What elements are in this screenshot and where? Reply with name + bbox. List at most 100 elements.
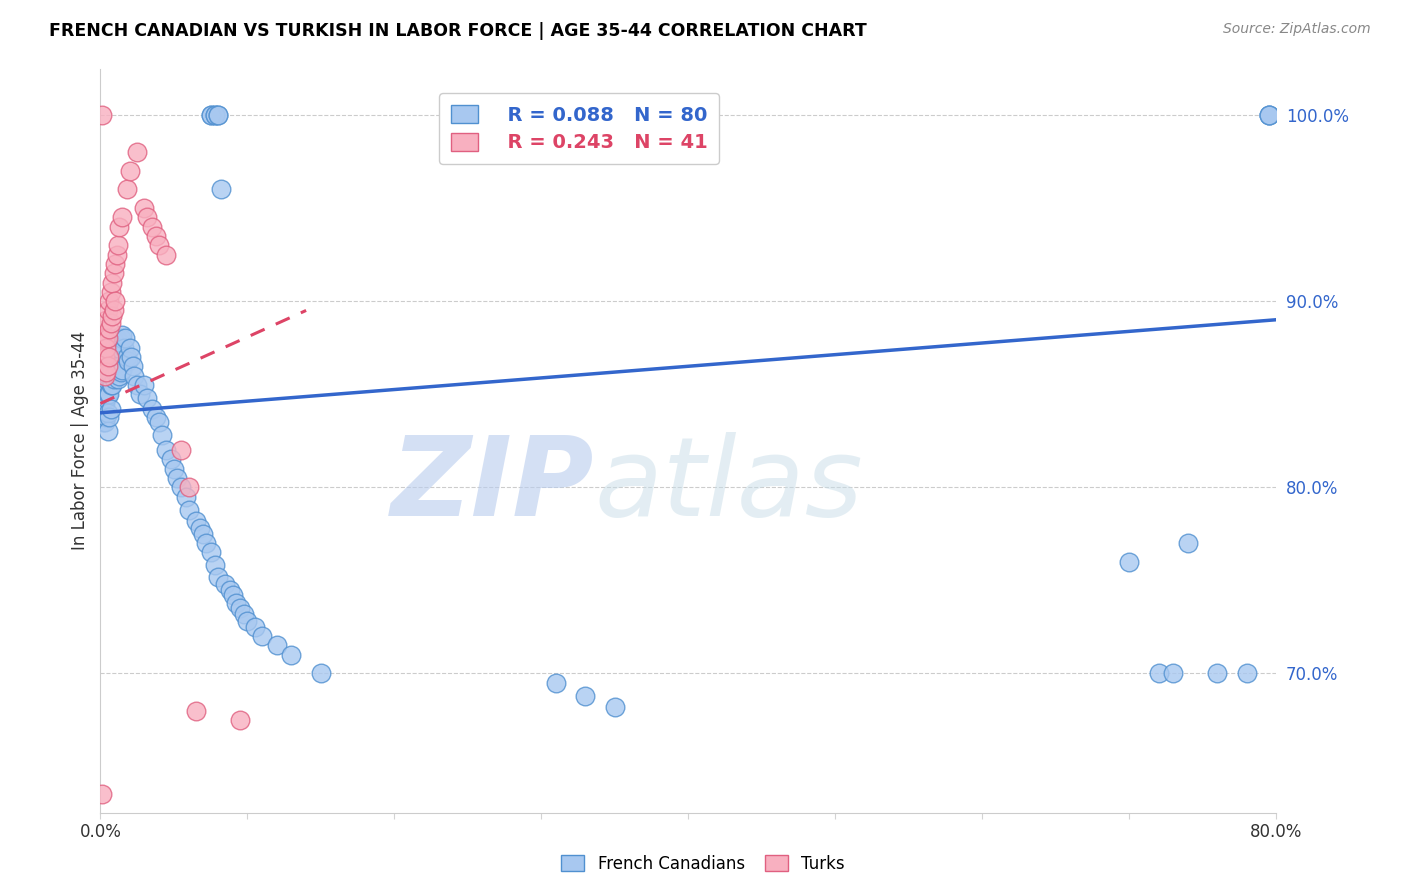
Point [129, 387, 152, 401]
Point [100, 285, 122, 299]
Point [574, 689, 596, 703]
Point [96, 365, 118, 379]
Point [145, 409, 167, 424]
Text: atlas: atlas [595, 432, 863, 539]
Point [243, 620, 266, 634]
Point [1236, 666, 1258, 681]
Point [200, 545, 222, 559]
Point [101, 309, 124, 323]
Point [96, 409, 118, 424]
Point [200, 108, 222, 122]
Point [115, 182, 138, 196]
Point [98, 322, 121, 336]
Point [101, 350, 124, 364]
Point [110, 331, 132, 345]
Point [104, 334, 127, 349]
Point [233, 607, 256, 621]
Point [122, 368, 145, 383]
Point [90, 787, 112, 801]
Point [101, 377, 124, 392]
Point [100, 377, 122, 392]
Point [148, 415, 170, 429]
Point [225, 596, 247, 610]
Point [207, 108, 229, 122]
Point [166, 471, 188, 485]
Point [100, 317, 122, 331]
Point [163, 461, 186, 475]
Point [1257, 108, 1279, 122]
Point [107, 238, 129, 252]
Point [111, 363, 134, 377]
Point [98, 365, 121, 379]
Point [148, 238, 170, 252]
Point [105, 247, 128, 261]
Point [104, 365, 127, 379]
Point [188, 521, 211, 535]
Point [105, 331, 128, 345]
Point [104, 294, 127, 309]
Text: ZIP: ZIP [391, 432, 595, 539]
Point [101, 276, 124, 290]
Point [94, 368, 117, 383]
Point [120, 350, 142, 364]
Point [97, 425, 120, 439]
Point [229, 713, 252, 727]
Point [96, 391, 118, 405]
Point [177, 502, 200, 516]
Point [114, 331, 136, 345]
Point [207, 108, 229, 122]
Point [204, 108, 226, 122]
Point [184, 514, 207, 528]
Point [155, 443, 177, 458]
Point [90, 406, 112, 420]
Point [177, 480, 200, 494]
Point [110, 365, 132, 379]
Point [134, 377, 156, 392]
Point [136, 211, 159, 225]
Point [1161, 666, 1184, 681]
Point [108, 368, 131, 383]
Point [111, 211, 134, 225]
Point [174, 490, 197, 504]
Point [121, 359, 143, 374]
Point [145, 229, 167, 244]
Point [236, 614, 259, 628]
Point [98, 387, 121, 401]
Point [98, 294, 121, 309]
Point [97, 303, 120, 318]
Text: Source: ZipAtlas.com: Source: ZipAtlas.com [1223, 22, 1371, 37]
Point [98, 350, 121, 364]
Point [94, 396, 117, 410]
Point [112, 341, 135, 355]
Point [108, 334, 131, 349]
Point [127, 145, 149, 160]
Point [127, 377, 149, 392]
Point [160, 452, 183, 467]
Point [117, 353, 139, 368]
Point [204, 108, 226, 122]
Point [184, 704, 207, 718]
Point [141, 219, 163, 234]
Point [97, 359, 120, 374]
Point [207, 569, 229, 583]
Point [603, 699, 626, 714]
Point [204, 558, 226, 573]
Point [96, 341, 118, 355]
Point [309, 666, 332, 681]
Point [134, 201, 156, 215]
Point [218, 582, 240, 597]
Point [214, 577, 236, 591]
Point [209, 182, 232, 196]
Point [103, 303, 125, 318]
Point [94, 415, 117, 429]
Point [96, 312, 118, 326]
Point [150, 428, 173, 442]
Point [118, 341, 141, 355]
Point [94, 377, 117, 392]
Point [97, 368, 120, 383]
Point [100, 359, 122, 374]
Point [107, 341, 129, 355]
Text: FRENCH CANADIAN VS TURKISH IN LABOR FORCE | AGE 35-44 CORRELATION CHART: FRENCH CANADIAN VS TURKISH IN LABOR FORC… [49, 22, 868, 40]
Point [100, 402, 122, 417]
Point [136, 391, 159, 405]
